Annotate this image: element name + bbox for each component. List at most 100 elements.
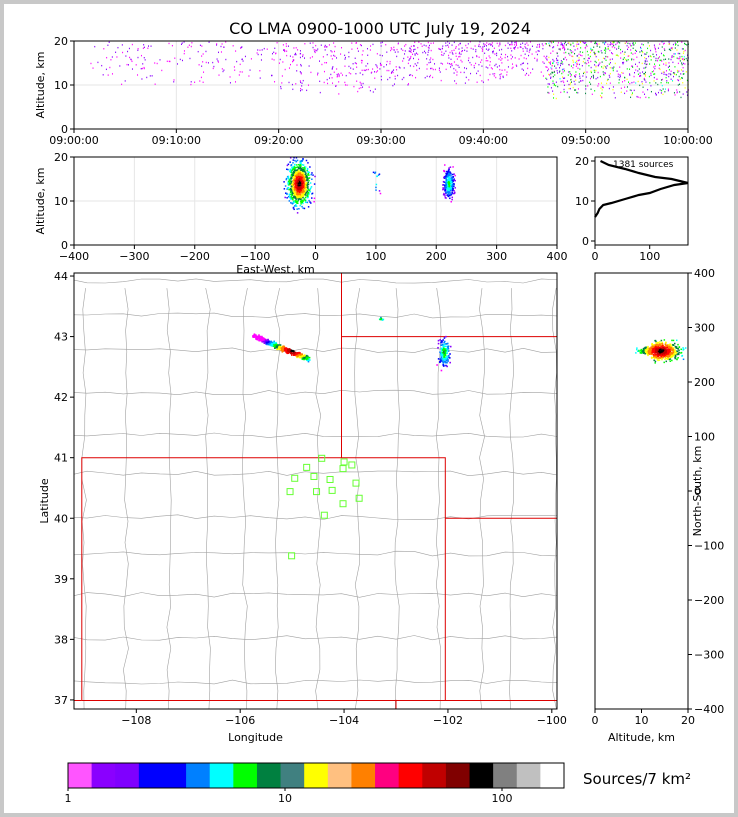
p1-source-point: [491, 68, 493, 70]
p1-source-point: [443, 52, 445, 55]
p1-source-point: [191, 42, 193, 44]
p1-source-point: [528, 51, 530, 53]
p1-source-point: [660, 92, 662, 94]
p1-source-point: [629, 68, 631, 70]
p5-source-point: [657, 341, 659, 344]
p5-source-point: [650, 350, 652, 353]
p5-source-point: [665, 342, 667, 344]
p2-source-point: [446, 174, 449, 176]
p5-source-point: [657, 358, 659, 361]
map-source-point: [274, 347, 276, 349]
p4-ytick-label: 38: [54, 633, 68, 646]
p1-source-point: [668, 41, 670, 43]
p5-source-point: [675, 352, 678, 354]
p1-source-point: [578, 43, 580, 45]
p1-source-point: [575, 74, 577, 76]
p1-source-point: [472, 56, 474, 59]
p1-source-point: [681, 77, 683, 79]
p2-source-point: [306, 174, 309, 176]
p1-source-point: [609, 61, 611, 64]
p5-source-point: [673, 349, 676, 352]
p1-source-point: [622, 81, 624, 83]
p1-source-point: [390, 49, 392, 52]
p1-source-point: [550, 52, 552, 54]
p1-source-point: [604, 47, 606, 49]
p1-source-point: [108, 41, 110, 43]
p5-source-point: [676, 353, 678, 356]
p1-source-point: [663, 63, 665, 65]
p1-source-point: [380, 79, 382, 81]
p1-source-point: [486, 45, 488, 47]
p1-source-point: [662, 88, 664, 90]
p1-source-point: [568, 87, 570, 90]
p1-source-point: [550, 61, 552, 63]
p1-source-point: [524, 53, 526, 55]
p1-source-point: [511, 42, 513, 44]
p1-source-point: [217, 61, 219, 63]
p5-source-point: [660, 355, 662, 358]
p5-source-point: [661, 344, 664, 346]
map-source-point: [285, 349, 288, 352]
p1-source-point: [551, 68, 553, 70]
p2-source-point: [300, 198, 302, 200]
p5-source-point: [665, 349, 667, 351]
p1-source-point: [641, 50, 643, 52]
p1-source-point: [612, 43, 614, 46]
p1-source-point: [240, 46, 242, 49]
p2-source-point: [301, 195, 303, 197]
p1-source-point: [399, 67, 401, 69]
p1-source-point: [460, 59, 462, 62]
p1-source-point: [682, 58, 684, 60]
p1-source-point: [440, 62, 442, 65]
p2-source-point: [304, 176, 307, 178]
p1-source-point: [668, 75, 670, 78]
p1-source-point: [568, 71, 570, 73]
p2-source-point: [309, 201, 311, 203]
p1-source-point: [627, 55, 629, 57]
p2-xtick-label: −200: [180, 250, 210, 263]
p5-source-point: [677, 347, 679, 350]
p1-source-point: [374, 77, 376, 79]
p5-source-point: [654, 357, 656, 360]
p5-source-point: [647, 353, 649, 355]
p1-source-point: [223, 46, 225, 48]
p2-source-point: [294, 163, 296, 166]
p1-source-point: [292, 56, 294, 58]
p1-source-point: [304, 57, 306, 59]
p1-source-point: [636, 95, 638, 98]
p1-source-point: [101, 64, 103, 67]
p5-source-point: [680, 351, 683, 354]
p2-source-point: [305, 185, 307, 187]
p1-source-point: [644, 73, 646, 76]
map-source-point: [446, 355, 448, 358]
p1-source-point: [547, 91, 549, 94]
p2-source-point: [301, 196, 303, 198]
p1-source-point: [652, 70, 654, 72]
map-layer: [74, 273, 557, 709]
p5-source-point: [655, 348, 657, 351]
p2-source-point: [302, 186, 305, 189]
p1-source-point: [183, 50, 185, 52]
p1-source-point: [577, 59, 579, 62]
p2-source-point: [296, 180, 299, 182]
map-source-point: [276, 346, 278, 349]
p2-source-point: [302, 185, 305, 187]
p1-source-point: [438, 47, 440, 50]
p1-source-point: [578, 81, 580, 83]
p1-source-point: [451, 64, 453, 67]
p1-source-point: [546, 55, 548, 58]
p1-source-point: [379, 62, 381, 65]
map-source-point: [444, 361, 447, 364]
p1-source-point: [479, 41, 481, 43]
p1-source-point: [516, 65, 518, 67]
p2-source-point: [375, 186, 377, 189]
p1-source-point: [475, 62, 477, 65]
p1-source-point: [511, 63, 513, 65]
p1-source-point: [635, 69, 637, 71]
p1-source-point: [677, 41, 679, 43]
p2-source-point: [296, 202, 298, 204]
p2-source-point: [305, 187, 307, 190]
p5-source-point: [662, 353, 664, 355]
p1-source-point: [391, 71, 393, 74]
p1-source-point: [501, 69, 503, 71]
